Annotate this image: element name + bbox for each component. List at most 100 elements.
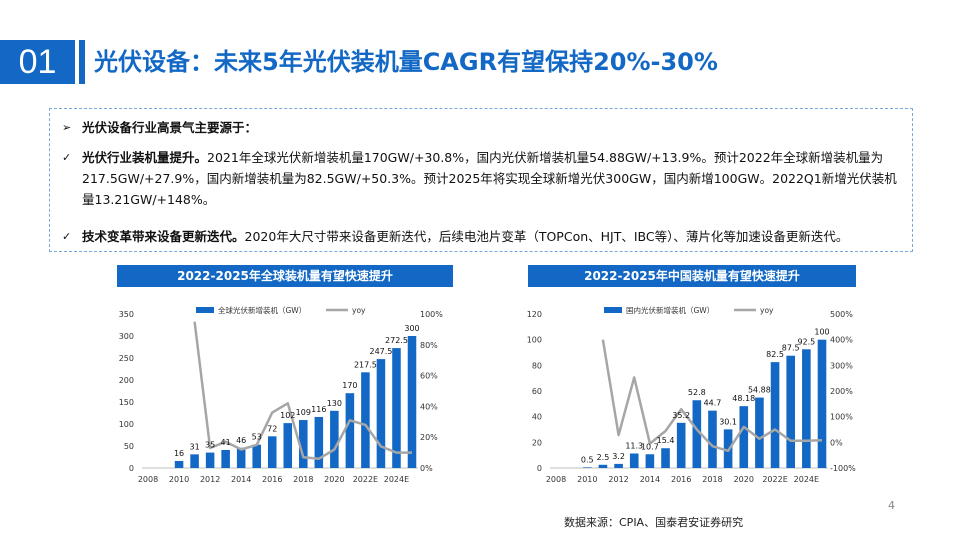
page-title: 光伏设备：未来5年光伏装机量CAGR有望保持20%-30% xyxy=(94,48,718,76)
bar xyxy=(345,393,355,468)
point-2-body: 2020年大尺寸带来设备更新迭代，后续电池片变革（TOPCon、HJT、IBC等… xyxy=(244,229,849,244)
yoy-line xyxy=(601,339,823,453)
bar xyxy=(205,452,215,468)
bar-data-label: 31 xyxy=(189,442,199,451)
arrow-bullet-icon: ➢ xyxy=(62,121,72,134)
x-axis-tick-label: 2010 xyxy=(577,475,597,484)
bar-data-label: 2.5 xyxy=(597,453,610,462)
bar xyxy=(614,463,623,468)
point-2-text: 技术变革带来设备更新迭代。2020年大尺寸带来设备更新迭代，后续电池片变革（TO… xyxy=(82,226,908,247)
bar xyxy=(190,454,199,468)
right-axis-tick-label: 40% xyxy=(420,402,438,411)
left-axis-tick-label: 120 xyxy=(527,310,542,319)
summary-intro: 光伏设备行业高景气主要源于： xyxy=(82,120,258,135)
bar xyxy=(314,416,324,468)
left-axis-tick-label: 250 xyxy=(119,354,134,363)
x-axis-tick-label: 2016 xyxy=(671,475,691,484)
bar xyxy=(645,454,655,468)
left-axis-tick-label: 100 xyxy=(119,420,134,429)
left-axis-tick-label: 100 xyxy=(527,336,542,345)
right-axis-tick-label: 0% xyxy=(830,438,843,447)
x-axis-tick-label: 2014 xyxy=(640,475,660,484)
bar-data-label: 35 xyxy=(205,441,215,450)
bar-data-label: 52.8 xyxy=(688,388,706,397)
right-axis-tick-label: 200% xyxy=(830,387,853,396)
bar-data-label: 217.5 xyxy=(354,360,377,369)
check-bullet-icon: ✓ xyxy=(62,151,72,164)
bar xyxy=(174,460,184,468)
point-1-text: 光伏行业装机量提升。2021年全球光伏新增装机量170GW/+30.8%，国内光… xyxy=(82,147,908,210)
bar xyxy=(739,406,749,468)
summary-box: ➢ 光伏设备行业高景气主要源于： ✓ 光伏行业装机量提升。2021年全球光伏新增… xyxy=(49,108,913,252)
bar-data-label: 92.5 xyxy=(797,337,815,346)
bar-data-label: 116 xyxy=(311,405,326,414)
bar-data-label: 11.3 xyxy=(625,441,643,450)
x-axis-tick-label: 2018 xyxy=(702,475,722,484)
bar xyxy=(755,397,764,468)
bar xyxy=(598,464,608,468)
left-axis-tick-label: 0 xyxy=(537,464,542,473)
header: 01 光伏设备：未来5年光伏装机量CAGR有望保持20%-30% xyxy=(0,40,959,84)
point-1-body: 2021年全球光伏新增装机量170GW/+30.8%，国内光伏新增装机量54.8… xyxy=(82,150,897,207)
left-axis-tick-label: 80 xyxy=(532,361,542,370)
page-number: 4 xyxy=(888,499,895,512)
bar-data-label: 44.7 xyxy=(704,399,722,408)
right-axis-tick-label: 60% xyxy=(420,372,438,381)
legend-bar-label: 全球光伏新增装机（GW） xyxy=(218,305,306,315)
bar xyxy=(330,410,339,468)
bar-data-label: 0.5 xyxy=(581,455,594,464)
bar-data-label: 72 xyxy=(267,424,277,433)
bar-data-label: 30.1 xyxy=(719,417,737,426)
right-axis-tick-label: 100% xyxy=(420,310,443,319)
bar-data-label: 54.88 xyxy=(748,386,771,395)
left-axis-tick-label: 150 xyxy=(119,398,134,407)
bar xyxy=(361,372,370,468)
chart-2-title: 2022-2025年中国装机量有望快速提升 xyxy=(528,265,856,287)
bar-data-label: 102 xyxy=(280,411,295,420)
bar-data-label: 46 xyxy=(236,436,246,445)
x-axis-tick-label: 2018 xyxy=(293,475,313,484)
x-axis-tick-label: 2014 xyxy=(231,475,251,484)
yoy-line xyxy=(193,321,412,461)
bar xyxy=(407,336,417,468)
right-axis-tick-label: 300% xyxy=(830,361,853,370)
bar-data-label: 35.2 xyxy=(672,411,690,420)
bar xyxy=(236,447,246,468)
bar xyxy=(802,349,811,468)
left-axis-tick-label: 200 xyxy=(119,376,134,385)
bar xyxy=(708,410,717,468)
bar-data-label: 272.5 xyxy=(385,336,408,345)
legend-line-label: yoy xyxy=(760,306,774,315)
bar-data-label: 41 xyxy=(221,438,231,447)
right-axis-tick-label: 100% xyxy=(830,413,853,422)
legend-bar-label: 国内光伏新增装机（GW） xyxy=(626,305,714,315)
bar xyxy=(252,444,261,468)
check-bullet-icon: ✓ xyxy=(62,230,72,243)
bar-data-label: 15.4 xyxy=(657,436,675,445)
bar xyxy=(676,422,686,468)
x-axis-tick-label: 2008 xyxy=(546,475,566,484)
bar xyxy=(392,348,401,468)
x-axis-tick-label: 2012 xyxy=(200,475,220,484)
right-axis-tick-label: -100% xyxy=(830,464,856,473)
bar-data-label: 87.5 xyxy=(782,344,800,353)
bar xyxy=(283,423,293,468)
legend-bar-swatch xyxy=(604,307,622,313)
right-axis-tick-label: 0% xyxy=(420,464,433,473)
x-axis-tick-label: 2024E xyxy=(794,475,819,484)
right-axis-tick-label: 20% xyxy=(420,433,438,442)
legend-bar-swatch xyxy=(196,307,214,313)
bar xyxy=(267,436,277,468)
x-axis-tick-label: 2012 xyxy=(608,475,628,484)
bar xyxy=(661,448,670,468)
bar-data-label: 130 xyxy=(327,399,342,408)
bar xyxy=(221,449,230,468)
x-axis-tick-label: 2020 xyxy=(324,475,344,484)
bar-data-label: 3.2 xyxy=(612,452,625,461)
right-axis-tick-label: 400% xyxy=(830,336,853,345)
chart-1-title: 2022-2025年全球装机量有望快速提升 xyxy=(117,265,453,287)
x-axis-tick-label: 2022E xyxy=(762,475,787,484)
left-axis-tick-label: 20 xyxy=(532,438,542,447)
